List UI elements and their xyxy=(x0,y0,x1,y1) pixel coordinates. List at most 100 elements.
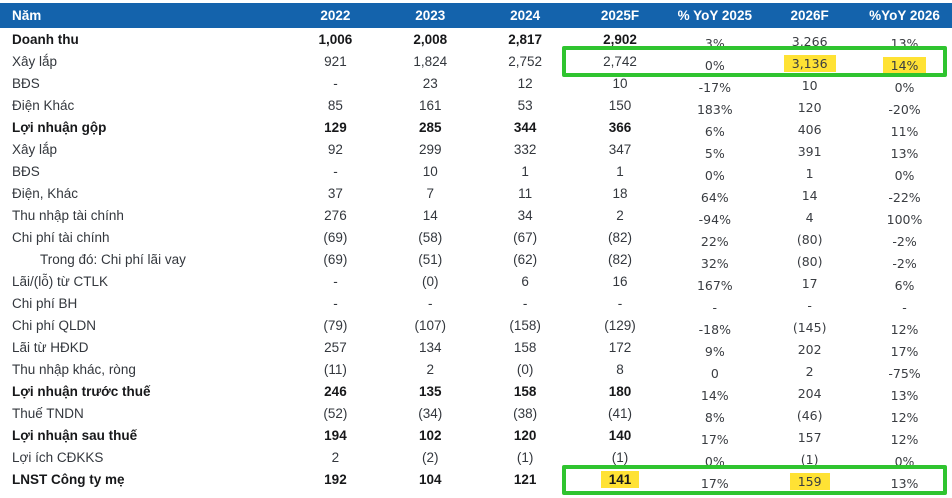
cell-2023: 102 xyxy=(419,427,442,443)
cell-2022: (11) xyxy=(323,361,347,377)
column-header-2023: 2023 xyxy=(382,3,478,28)
cell-2025f: 2,742 xyxy=(603,53,637,69)
cell-2026f: 2 xyxy=(805,363,814,379)
cell-2026f: 17 xyxy=(801,275,818,291)
cell--yoy-2025: 32% xyxy=(700,255,729,271)
cell-2022: (79) xyxy=(323,317,348,333)
row-label: BĐS xyxy=(12,163,40,179)
highlighted-value: 159 xyxy=(789,472,830,490)
cell-2022: 257 xyxy=(324,339,347,355)
cell-2025f: 18 xyxy=(612,185,628,201)
cell-2025f: 150 xyxy=(608,97,632,113)
table-row: Điện Khác 85 161 53 150 183% 120 -20% xyxy=(0,94,952,117)
cell--yoy-2025: -94% xyxy=(698,211,731,227)
cell-2023: 134 xyxy=(419,339,442,355)
cell-2023: 10 xyxy=(422,163,438,179)
cell-2023: 2,008 xyxy=(413,31,448,47)
row-label: Thuế TNDN xyxy=(12,405,84,421)
cell-2024: (1) xyxy=(516,449,534,465)
cell-2023: 23 xyxy=(422,75,438,91)
table-row: Trong đó: Chi phí lãi vay (69) (51) (62) (82… xyxy=(0,248,952,271)
cell--yoy-2026: -20% xyxy=(888,101,921,117)
table-row: BĐS - 23 12 10 -17% 10 0% xyxy=(0,72,952,95)
cell-2026f: 1 xyxy=(805,165,814,181)
cell--yoy-2025: 167% xyxy=(696,277,733,293)
cell--yoy-2025: 14% xyxy=(700,387,729,403)
cell--yoy-2026: -2% xyxy=(892,233,917,249)
cell-2024: 2,752 xyxy=(508,53,543,69)
column-header--yoy-2025: % YoY 2025 xyxy=(667,3,763,28)
cell-2025f: (82) xyxy=(607,251,632,267)
table-row: Lãi/(lỗ) từ CTLK - (0) 6 16 167% 17 6% xyxy=(0,270,952,293)
cell-2024: 53 xyxy=(517,97,533,113)
row-label: Thu nhập khác, ròng xyxy=(12,361,136,377)
table-row: Điện, Khác 37 7 11 18 64% 14 -22% xyxy=(0,182,952,205)
row-label: Chi phí QLDN xyxy=(12,317,97,333)
cell-2023: - xyxy=(428,295,433,311)
cell-2025f: 141 xyxy=(573,468,668,490)
table-row: Thu nhập khác, ròng (11) 2 (0) 8 0 2 -75% xyxy=(0,358,952,381)
cell-2025f: 8 xyxy=(616,361,624,377)
cell--yoy-2026: -75% xyxy=(888,365,921,381)
cell-2023: 7 xyxy=(426,185,435,201)
column-header-2024: 2024 xyxy=(477,3,573,28)
column-header-2022: 2022 xyxy=(288,3,383,28)
cell--yoy-2026: 6% xyxy=(894,277,915,293)
cell--yoy-2025: 17% xyxy=(700,475,729,491)
cell-2023: (58) xyxy=(418,229,443,245)
table-row: Thu nhập tài chính 276 14 34 2 -94% 4 100% xyxy=(0,204,952,227)
cell-2026f: 157 xyxy=(797,429,822,445)
cell-2025f: (82) xyxy=(607,229,632,245)
cell--yoy-2025: 64% xyxy=(700,189,729,205)
cell--yoy-2026: 13% xyxy=(890,145,919,161)
cell-2023: 161 xyxy=(419,97,442,113)
income-statement-table: Năm 2022 2023 2024 2025F% YoY 2025 2026F %YoY … xyxy=(0,3,952,491)
cell-2024: 1 xyxy=(521,163,529,179)
cell-2026f: (145) xyxy=(792,319,827,335)
table-row: Lợi ích CĐKKS 2 (2) (1) (1) 0% (1) 0% xyxy=(0,446,952,469)
row-label: Xây lắp xyxy=(12,53,58,69)
cell-2023: (51) xyxy=(418,251,443,267)
row-label: Điện Khác xyxy=(12,97,75,113)
cell-2025f: 2 xyxy=(616,207,624,223)
cell-2025f: 1 xyxy=(616,163,624,179)
table-row: Chi phí QLDN (79) (107) (158) (129) -18% (145)… xyxy=(0,314,952,337)
cell--yoy-2026: 0% xyxy=(894,167,915,183)
cell-2024: - xyxy=(522,295,528,311)
cell--yoy-2025: -18% xyxy=(698,321,731,337)
cell--yoy-2026: 12% xyxy=(890,409,919,425)
cell-2023: (107) xyxy=(414,317,447,333)
cell--yoy-2025: 0% xyxy=(704,167,725,183)
cell-2023: (2) xyxy=(422,449,439,465)
cell-2026f: (1) xyxy=(800,451,819,467)
cell-2025f: (1) xyxy=(611,449,629,465)
cell-2024: (158) xyxy=(509,317,541,333)
column-header--yoy-2026: %YoY 2026 xyxy=(857,3,952,28)
cell-2022: 2 xyxy=(331,449,340,465)
cell-2026f: (80) xyxy=(796,253,823,269)
cell-2023: 135 xyxy=(419,383,442,399)
cell-2024: 158 xyxy=(513,339,537,355)
cell--yoy-2025: 9% xyxy=(704,343,725,359)
table-row: Thuế TNDN (52) (34) (38) (41) 8% (46) 12% xyxy=(0,402,952,425)
cell-2025f: 180 xyxy=(608,383,632,399)
cell-2024: (38) xyxy=(513,405,538,421)
cell--yoy-2025: 8% xyxy=(704,409,725,425)
row-label: Lãi từ HĐKD xyxy=(12,339,89,355)
cell-2025f: 2,902 xyxy=(603,31,637,47)
table-row: Lợi nhuận trước thuế 246 135 158 180 14% 204 13… xyxy=(0,380,952,403)
cell-2026f: 3,266 xyxy=(791,33,828,49)
cell-2022: 246 xyxy=(324,383,347,399)
table-row: BĐS - 10 1 1 0% 1 0% xyxy=(0,160,952,183)
table-row: Doanh thu 1,006 2,008 2,817 2,902 3% 3,266 13% xyxy=(0,28,952,51)
cell-2026f: 159 xyxy=(762,468,857,490)
cell-2024: 121 xyxy=(513,471,537,487)
cell-2025f: (41) xyxy=(607,405,632,421)
table-row: Chi phí BH - - - - - - - xyxy=(0,292,952,315)
cell-2025f: - xyxy=(617,295,623,311)
cell--yoy-2026: 0% xyxy=(894,453,915,469)
cell-2026f: 202 xyxy=(797,341,822,357)
cell-2025f: 140 xyxy=(608,427,632,443)
column-header-2025f: 2025F xyxy=(572,3,668,28)
row-label: Điện, Khác xyxy=(12,185,79,201)
